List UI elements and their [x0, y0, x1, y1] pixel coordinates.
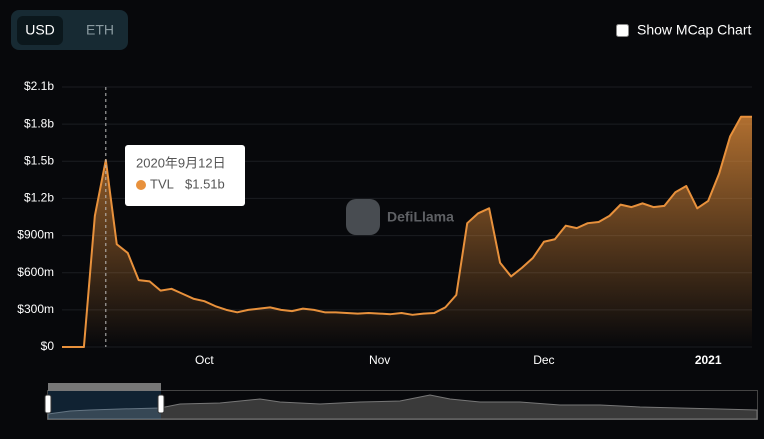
tooltip: 2020年9月12日 TVL $1.51b: [125, 145, 245, 206]
tooltip-marker: [136, 180, 146, 190]
x-tick-label: Dec: [533, 353, 554, 367]
tooltip-value: $1.51b: [185, 176, 225, 191]
y-tick-label: $2.1b: [24, 79, 54, 93]
watermark: DefiLlama: [346, 199, 454, 235]
x-tick-label: Oct: [195, 353, 214, 367]
currency-option[interactable]: USD: [25, 22, 55, 38]
range-brush: [44, 383, 758, 420]
area: [62, 116, 752, 347]
x-tick-label: 2021: [695, 353, 722, 367]
y-tick-label: $0: [41, 339, 55, 353]
y-tick-label: $1.5b: [24, 153, 54, 167]
tooltip-box: [125, 145, 245, 206]
y-tick-label: $900m: [17, 228, 54, 242]
x-tick-label: Nov: [369, 353, 390, 367]
watermark-logo: [346, 199, 380, 235]
y-tick-label: $1.2b: [24, 191, 54, 205]
checkbox[interactable]: [616, 24, 629, 37]
brush-handle[interactable]: [44, 394, 52, 414]
y-tick-label: $600m: [17, 265, 54, 279]
checkbox-label[interactable]: Show MCap Chart: [637, 22, 751, 38]
plot: $0 $300m $600m $900m $1.2b $1.5b $1.8b $2.1b Oct…: [17, 79, 752, 367]
brush-selection[interactable]: [48, 391, 161, 419]
tooltip-date: 2020年9月12日: [136, 155, 226, 170]
line: [62, 115, 752, 348]
watermark-text: DefiLlama: [387, 209, 454, 225]
y-tick-label: $300m: [17, 302, 54, 316]
currency-option[interactable]: ETH: [86, 22, 114, 38]
y-tick-label: $1.8b: [24, 116, 54, 130]
brush-handle-bar[interactable]: [48, 383, 161, 391]
currency-selected[interactable]: [17, 16, 63, 45]
tooltip-series: TVL: [150, 176, 174, 191]
brush-handle[interactable]: [157, 394, 165, 414]
